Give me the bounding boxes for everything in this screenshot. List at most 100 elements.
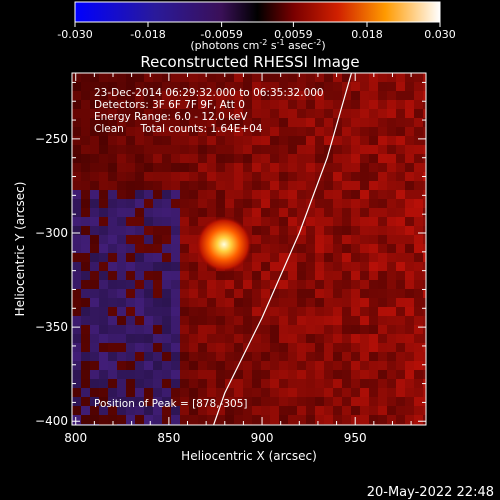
heatmap-cell: [162, 244, 171, 253]
heatmap-cell: [333, 127, 342, 136]
heatmap-cell: [171, 370, 180, 379]
heatmap-cell: [252, 370, 261, 379]
heatmap-cell: [279, 199, 288, 208]
heatmap-cell: [396, 406, 405, 415]
heatmap-cell: [351, 253, 360, 262]
heatmap-cell: [90, 415, 99, 424]
heatmap-cell: [99, 343, 108, 352]
heatmap-cell: [378, 307, 387, 316]
heatmap-cell: [81, 397, 90, 406]
heatmap-cell: [126, 226, 135, 235]
heatmap-cell: [405, 100, 414, 109]
heatmap-cell: [243, 127, 252, 136]
heatmap-cell: [207, 289, 216, 298]
heatmap-cell: [153, 127, 162, 136]
heatmap-cell: [387, 325, 396, 334]
heatmap-cell: [72, 370, 81, 379]
heatmap-cell: [342, 352, 351, 361]
heatmap-cell: [369, 145, 378, 154]
heatmap-cell: [90, 109, 99, 118]
heatmap-cell: [396, 379, 405, 388]
heatmap-cell: [288, 262, 297, 271]
heatmap-cell: [423, 163, 426, 172]
heatmap-cell: [243, 361, 252, 370]
heatmap-cell: [99, 145, 108, 154]
heatmap-cell: [99, 100, 108, 109]
heatmap-cell: [396, 82, 405, 91]
heatmap-cell: [414, 415, 423, 424]
heatmap-cell: [216, 361, 225, 370]
heatmap-cell: [225, 343, 234, 352]
heatmap-cell: [405, 154, 414, 163]
heatmap-cell: [387, 406, 396, 415]
heatmap-cell: [351, 190, 360, 199]
heatmap-cell: [279, 379, 288, 388]
heatmap-cell: [324, 145, 333, 154]
heatmap-cell: [108, 199, 117, 208]
heatmap-cell: [198, 154, 207, 163]
heatmap-cell: [333, 253, 342, 262]
heatmap-cell: [324, 280, 333, 289]
heatmap-cell: [360, 289, 369, 298]
heatmap-cell: [72, 253, 81, 262]
heatmap-cell: [342, 316, 351, 325]
heatmap-cell: [405, 127, 414, 136]
heatmap-cell: [135, 397, 144, 406]
heatmap-cell: [153, 325, 162, 334]
heatmap-cell: [135, 208, 144, 217]
heatmap-cell: [414, 118, 423, 127]
heatmap-cell: [288, 154, 297, 163]
heatmap-cell: [396, 109, 405, 118]
heatmap-cell: [351, 181, 360, 190]
heatmap-cell: [108, 361, 117, 370]
heatmap-cell: [315, 73, 324, 82]
heatmap-cell: [261, 388, 270, 397]
heatmap-cell: [153, 406, 162, 415]
heatmap-cell: [297, 379, 306, 388]
heatmap-cell: [117, 343, 126, 352]
heatmap-cell: [198, 136, 207, 145]
heatmap-cell: [279, 325, 288, 334]
heatmap-cell: [135, 145, 144, 154]
heatmap-cell: [90, 406, 99, 415]
heatmap-cell: [108, 271, 117, 280]
heatmap-cell: [207, 190, 216, 199]
heatmap-cell: [252, 415, 261, 424]
heatmap-cell: [135, 388, 144, 397]
heatmap-cell: [162, 145, 171, 154]
heatmap-cell: [234, 397, 243, 406]
heatmap-cell: [243, 415, 252, 424]
heatmap-cell: [360, 199, 369, 208]
heatmap-cell: [252, 190, 261, 199]
heatmap-cell: [198, 379, 207, 388]
heatmap-cell: [90, 361, 99, 370]
heatmap-cell: [207, 307, 216, 316]
heatmap-cell: [126, 154, 135, 163]
heatmap-cell: [162, 379, 171, 388]
heatmap-cell: [351, 208, 360, 217]
heatmap-cell: [189, 154, 198, 163]
heatmap-cell: [315, 334, 324, 343]
heatmap-cell: [243, 82, 252, 91]
heatmap-cell: [270, 190, 279, 199]
heatmap-cell: [99, 235, 108, 244]
heatmap-cell: [189, 190, 198, 199]
heatmap-cell: [216, 298, 225, 307]
heatmap-cell: [423, 136, 426, 145]
heatmap-cell: [153, 235, 162, 244]
heatmap-cell: [171, 253, 180, 262]
heatmap-cell: [207, 163, 216, 172]
heatmap-cell: [423, 316, 426, 325]
heatmap-cell: [153, 199, 162, 208]
heatmap-cell: [342, 244, 351, 253]
heatmap-cell: [72, 73, 81, 82]
heatmap-cell: [162, 307, 171, 316]
heatmap-cell: [189, 145, 198, 154]
heatmap-cell: [234, 190, 243, 199]
heatmap-cell: [225, 118, 234, 127]
heatmap-cell: [270, 172, 279, 181]
heatmap-cell: [387, 397, 396, 406]
heatmap-cell: [243, 289, 252, 298]
heatmap-cell: [351, 82, 360, 91]
heatmap-cell: [144, 217, 153, 226]
